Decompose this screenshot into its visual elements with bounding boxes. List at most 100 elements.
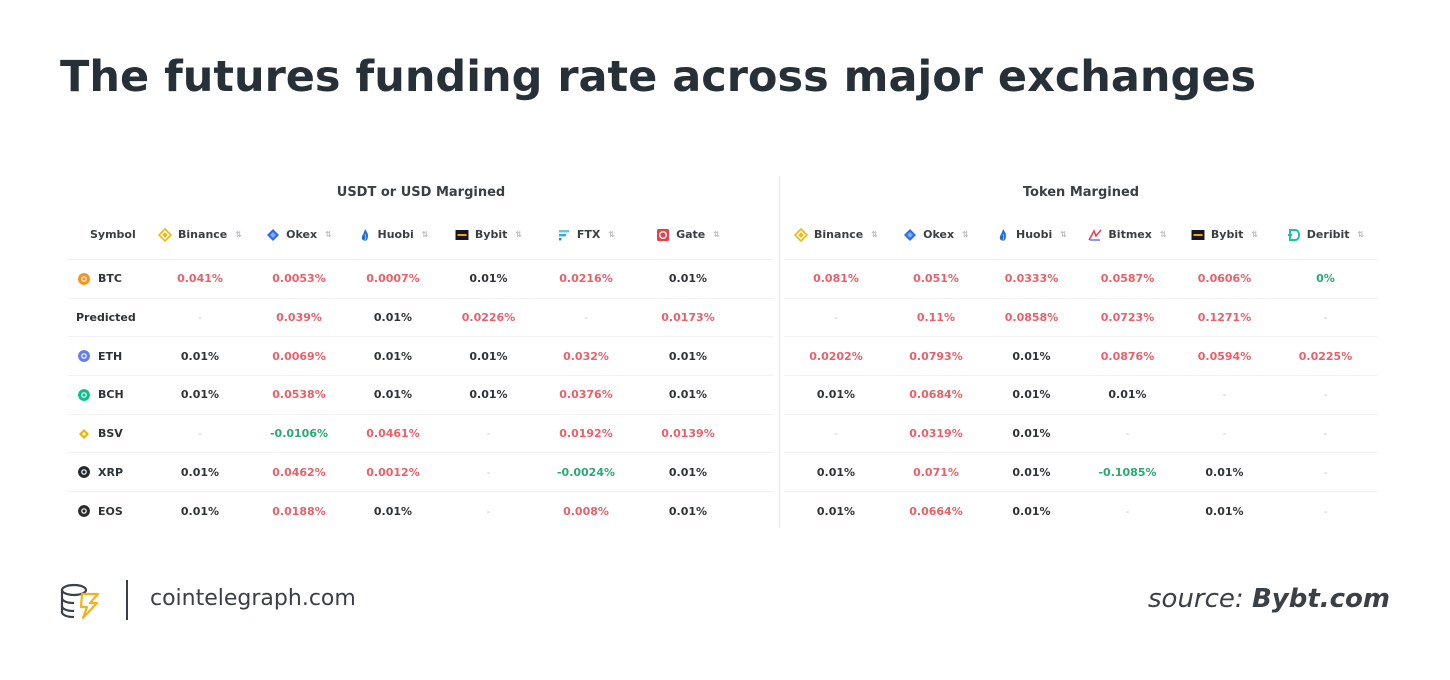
footer-source: source: Bybt.com [1148,584,1390,614]
rate-cell: 0.0007% [366,272,420,286]
token-margined-table: Token Margined Binance ⇅ Okex ⇅ Huobi ⇅ Bitmex… [784,176,1378,531]
rate-cell: - [486,504,491,518]
rate-cell: 0.01% [1012,465,1051,479]
sort-icon[interactable]: ⇅ [1357,230,1365,239]
sort-icon[interactable]: ⇅ [235,230,242,239]
column-header-binance[interactable]: Binance ⇅ [148,210,252,259]
rate-cell: 0.0684% [909,388,963,402]
rate-cell: 0.0188% [272,504,326,518]
symbol-label: ETH [98,349,123,363]
column-header-okex[interactable]: Okex ⇅ [252,210,346,259]
table-row: BTC 0.041% 0.0053% 0.0007% 0.01% 0.0216% 0.01% [68,260,774,299]
rate-cell: - [198,427,202,441]
column-header-label: Bybit [474,228,508,241]
btc-icon [78,272,90,285]
sort-icon[interactable]: ⇅ [1060,230,1067,239]
sort-icon[interactable]: ⇅ [325,230,332,239]
symbol-cell: XRP [68,453,148,491]
column-header-deribit[interactable]: Deribit ⇅ [1273,210,1378,259]
usdt-table-body: BTC 0.041% 0.0053% 0.0007% 0.01% 0.0216% 0.01%… [68,260,774,531]
rate-cell: 0.0538% [272,388,326,402]
column-header-bybit[interactable]: Bybit ⇅ [440,210,537,259]
rate-cell: - [486,465,491,479]
rate-cell: 0.01% [469,272,508,286]
rate-cell: 0% [1316,272,1335,286]
symbol-cell: BSV [68,415,148,453]
sort-icon[interactable]: ⇅ [1251,230,1259,239]
column-header-ftx[interactable]: FTX ⇅ [537,210,635,259]
rate-cell: 0.01% [1012,388,1051,402]
rate-cell: -0.0106% [269,427,329,441]
bch-icon [78,388,90,401]
rate-cell: 0.01% [373,311,413,325]
rate-cell: 0.071% [913,465,959,479]
rate-cell: 0.0594% [1197,349,1252,363]
rate-cell: 0.01% [373,388,413,402]
sort-icon[interactable]: ⇅ [515,230,523,239]
eos-icon [78,505,90,518]
xrp-icon [78,466,90,479]
usdt-table-header: Symbol Binance ⇅ Okex ⇅ Huobi ⇅ Bybit ⇅ FTX ⇅ Gate ⇅ [68,210,774,260]
sort-icon[interactable]: ⇅ [871,230,878,239]
rate-cell: 0.0461% [366,427,420,441]
column-header-huobi[interactable]: Huobi ⇅ [984,210,1079,259]
table-row: XRP 0.01% 0.0462% 0.0012% - -0.0024% 0.01% [68,453,774,493]
table-row: BCH 0.01% 0.0538% 0.01% 0.01% 0.0376% 0.01% [68,376,774,415]
binance-icon [794,227,809,242]
symbol-label: XRP [98,465,124,479]
rate-cell: 0.01% [816,465,856,479]
rate-cell: 0.01% [180,465,220,479]
column-header-gate[interactable]: Gate ⇅ [635,210,741,259]
usdt-margined-table: USDT or USD Margined Symbol Binance ⇅ Okex ⇅… [68,176,774,531]
sort-icon[interactable]: ⇅ [608,230,616,239]
column-header-binance[interactable]: Binance ⇅ [784,210,888,259]
rate-cell: 0.0333% [1004,272,1059,286]
rate-cell: 0.01% [668,465,708,479]
table-row: - 0.0319% 0.01% - - - [784,415,1378,454]
token-table-body: 0.081% 0.051% 0.0333% 0.0587% 0.0606% 0% - 0.11… [784,260,1378,531]
rate-cell: - [1222,427,1227,441]
column-header-label: Bybit [1210,228,1244,241]
table-row: EOS 0.01% 0.0188% 0.01% - 0.008% 0.01% [68,492,774,531]
sort-icon[interactable]: ⇅ [713,230,720,239]
rate-cell: 0.01% [373,504,413,518]
rate-cell: - [1323,465,1328,479]
rate-cell: 0.0202% [809,349,863,363]
eth-icon [78,350,90,363]
rate-cell: - [1323,311,1328,325]
symbol-label: BSV [98,427,123,441]
rate-cell: 0.0376% [559,388,613,402]
symbol-label: BCH [98,388,124,402]
footer-separator [126,580,128,620]
table-row: - 0.11% 0.0858% 0.0723% 0.1271% - [784,299,1378,338]
table-row: Predicted - 0.039% 0.01% 0.0226% - 0.0173% [68,299,774,338]
rate-cell: - [198,311,202,325]
sort-icon[interactable]: ⇅ [421,230,429,239]
column-header-okex[interactable]: Okex ⇅ [888,210,984,259]
rate-cell: 0.0587% [1100,272,1155,286]
column-header-huobi[interactable]: Huobi ⇅ [346,210,440,259]
sort-icon[interactable]: ⇅ [1159,230,1167,239]
bybit-icon [1191,229,1205,240]
rate-cell: 0.0876% [1100,349,1155,363]
rate-cell: 0.01% [1012,349,1051,363]
table-row: 0.081% 0.051% 0.0333% 0.0587% 0.0606% 0% [784,260,1378,299]
column-header-bybit[interactable]: Bybit ⇅ [1176,210,1273,259]
rate-cell: 0.01% [1012,504,1051,518]
rate-cell: 0.01% [668,504,708,518]
rate-cell: - [584,311,588,325]
table-row: 0.01% 0.0684% 0.01% 0.01% - - [784,376,1378,415]
column-header-bitmex[interactable]: Bitmex ⇅ [1079,210,1176,259]
rate-cell: 0.01% [1205,465,1244,479]
rate-cell: 0.01% [373,349,413,363]
rate-cell: -0.1085% [1098,465,1157,479]
rate-cell: 0.0069% [272,349,326,363]
column-header-label: Huobi [1016,228,1053,241]
rate-cell: - [1323,504,1328,518]
table-row: ETH 0.01% 0.0069% 0.01% 0.01% 0.032% 0.01% [68,337,774,377]
sort-icon[interactable]: ⇅ [962,230,969,239]
binance-icon [158,227,173,242]
column-header-label: FTX [576,228,601,241]
rate-cell: 0.0664% [909,504,963,518]
rate-cell: 0.0173% [661,311,715,325]
